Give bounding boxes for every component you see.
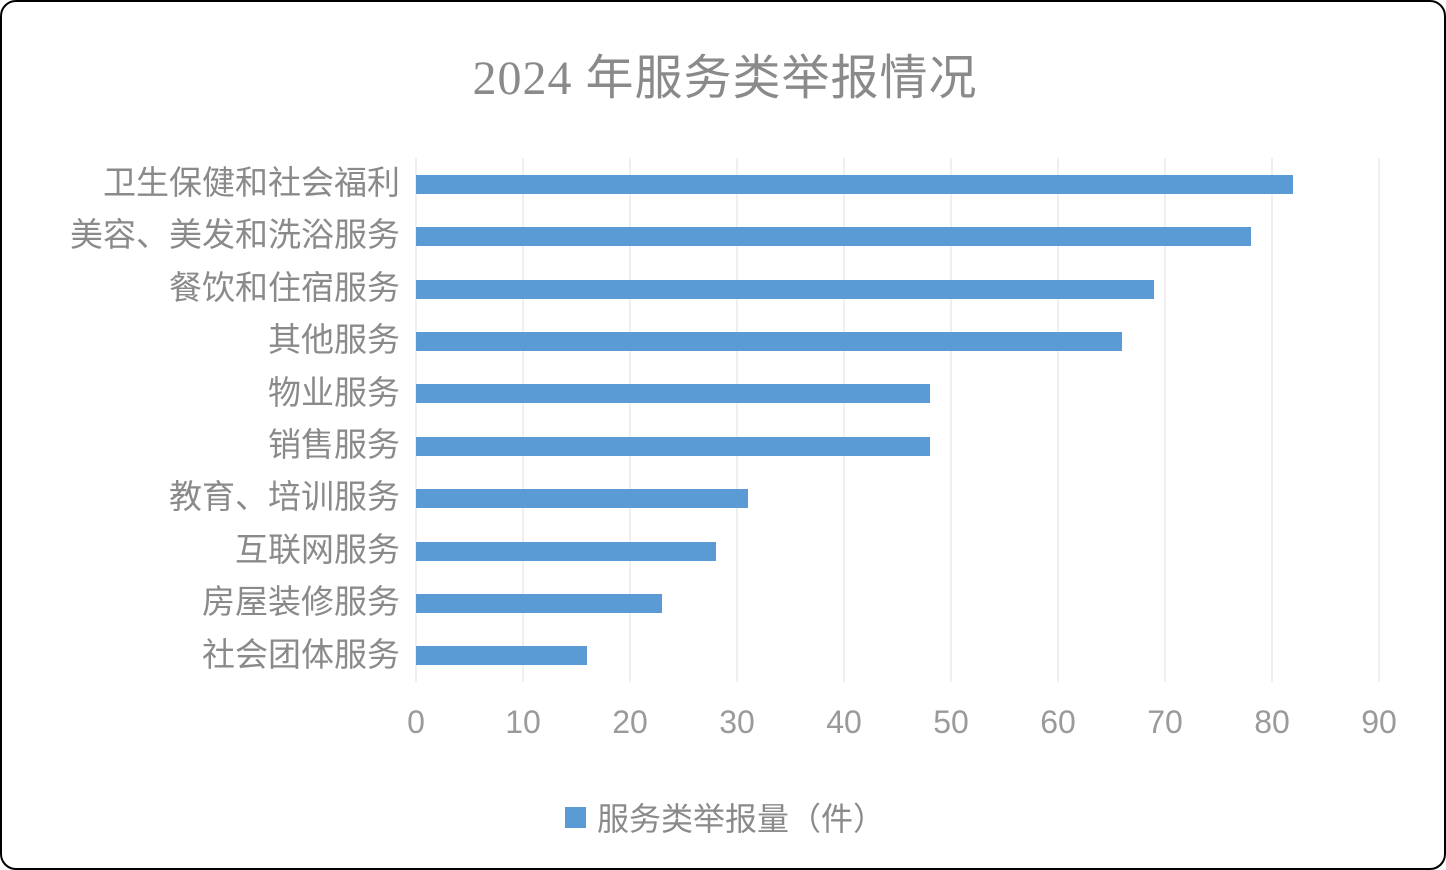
gridline <box>1270 158 1273 682</box>
x-tick-label: 30 <box>719 704 755 740</box>
bar <box>416 646 588 666</box>
plot-area <box>415 158 1380 682</box>
legend-color-swatch-icon <box>564 806 586 828</box>
bar <box>416 436 930 456</box>
category-label: 房屋装修服务 <box>202 585 400 622</box>
category-label: 互联网服务 <box>235 532 400 569</box>
bar <box>416 174 1294 194</box>
gridline <box>1056 158 1059 682</box>
legend: 服务类举报量（件） <box>2 794 1446 840</box>
chart-title: 2024 年服务类举报情况 <box>472 52 978 105</box>
gridline <box>842 158 845 682</box>
category-axis: 卫生保健和社会福利美容、美发和洗浴服务餐饮和住宿服务其他服务物业服务销售服务教育… <box>22 158 400 682</box>
gridline <box>415 158 417 682</box>
bar <box>416 593 663 613</box>
gridline <box>628 158 631 682</box>
bar <box>416 489 748 509</box>
x-tick-label: 0 <box>407 704 425 740</box>
x-tick-label: 20 <box>612 704 648 740</box>
value-axis: 0 10 20 30 40 50 60 70 80 90 <box>407 704 1397 748</box>
category-label: 卫生保健和社会福利 <box>103 166 400 202</box>
category-label: 教育、培训服务 <box>169 480 400 517</box>
bar <box>416 227 1251 247</box>
x-tick-label: 60 <box>1040 704 1076 740</box>
category-label: 其他服务 <box>268 323 400 360</box>
bar <box>416 279 1155 299</box>
bar <box>416 384 930 404</box>
bar <box>416 331 1123 351</box>
x-tick-label: 70 <box>1147 704 1183 740</box>
gridline <box>735 158 738 682</box>
legend-label: 服务类举报量（件） <box>596 801 885 837</box>
x-tick-label: 40 <box>826 704 862 740</box>
category-label: 物业服务 <box>268 375 400 412</box>
x-tick-label: 10 <box>505 704 541 740</box>
category-label: 社会团体服务 <box>202 637 400 674</box>
x-tick-label: 80 <box>1254 704 1290 740</box>
category-label: 销售服务 <box>268 428 400 464</box>
gridline <box>521 158 524 682</box>
gridline <box>1164 158 1166 682</box>
category-label: 美容、美发和洗浴服务 <box>70 218 400 255</box>
x-tick-label: 50 <box>933 704 969 740</box>
bar <box>416 541 716 561</box>
gridline <box>950 158 952 682</box>
x-tick-label: 90 <box>1361 704 1397 740</box>
gridline <box>1378 158 1380 682</box>
category-label: 餐饮和住宿服务 <box>169 270 400 307</box>
